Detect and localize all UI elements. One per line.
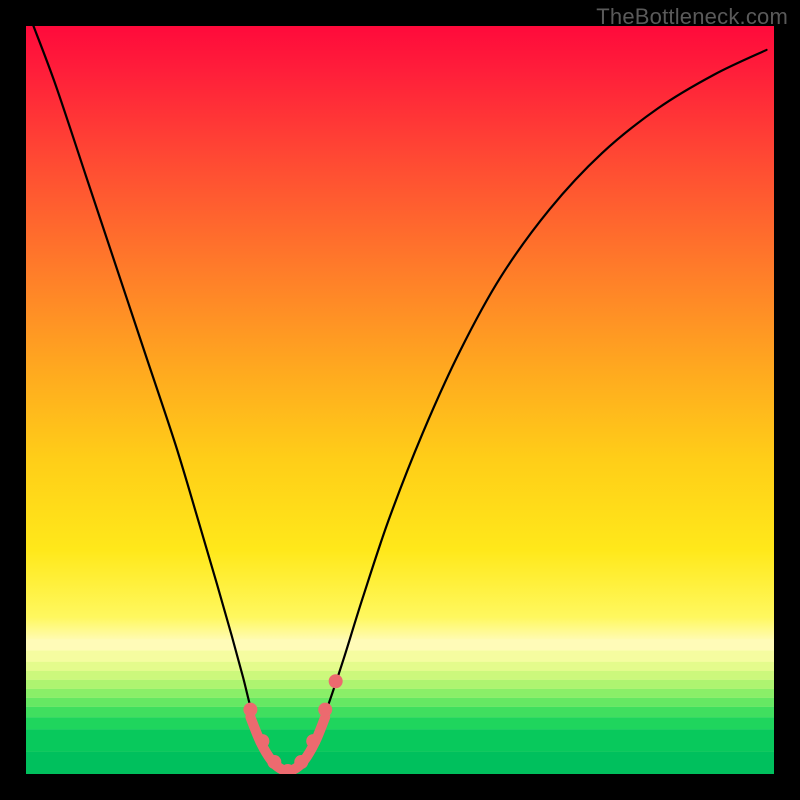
overlay-marker xyxy=(329,674,343,688)
frame-bottom xyxy=(0,774,800,800)
background-band xyxy=(26,707,774,717)
frame-right xyxy=(774,0,800,800)
overlay-marker xyxy=(255,734,269,748)
background-bands xyxy=(26,639,774,774)
background-band xyxy=(26,639,774,650)
bottleneck-curve-chart xyxy=(0,0,800,800)
background-band xyxy=(26,729,774,751)
chart-stage: TheBottleneck.com xyxy=(0,0,800,800)
background-band xyxy=(26,662,774,671)
background-band xyxy=(26,680,774,689)
background-band xyxy=(26,698,774,707)
background-band xyxy=(26,651,774,662)
background-band xyxy=(26,717,774,729)
background-band xyxy=(26,671,774,680)
overlay-marker xyxy=(267,755,281,769)
overlay-marker xyxy=(294,755,308,769)
frame-left xyxy=(0,0,26,800)
plot-inner-area xyxy=(26,26,774,778)
overlay-marker xyxy=(243,703,257,717)
background-band xyxy=(26,752,774,774)
overlay-marker xyxy=(318,703,332,717)
background-band xyxy=(26,689,774,698)
overlay-marker xyxy=(306,734,320,748)
watermark-label: TheBottleneck.com xyxy=(596,4,788,30)
